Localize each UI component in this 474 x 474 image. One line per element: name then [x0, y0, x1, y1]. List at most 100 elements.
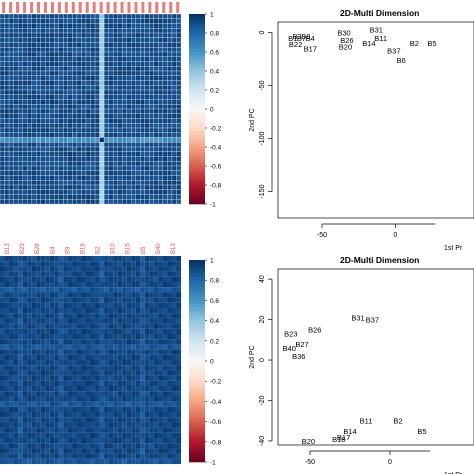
heatmap-cell — [108, 151, 114, 157]
x-tick-label: -50 — [305, 459, 315, 466]
heatmap-cell — [108, 66, 114, 72]
heatmap-cell — [162, 360, 168, 366]
heatmap-cell — [149, 443, 154, 449]
heatmap-cell — [85, 401, 91, 407]
heatmap-cell — [140, 256, 145, 262]
heatmap-cell — [131, 118, 136, 124]
heatmap-cell — [113, 412, 118, 418]
heatmap-cell — [76, 32, 82, 38]
heatmap-column-label-stub — [134, 2, 138, 13]
heatmap-cell — [171, 23, 177, 29]
heatmap-cell — [94, 108, 100, 114]
heatmap-cell — [167, 108, 173, 114]
heatmap-cell — [144, 142, 150, 148]
heatmap-cell — [4, 438, 10, 444]
heatmap-cell — [45, 70, 50, 76]
heatmap-cell — [18, 349, 23, 355]
heatmap-cell — [162, 156, 168, 162]
heatmap-cell — [158, 66, 164, 72]
heatmap-cell — [103, 137, 109, 143]
heatmap-cell — [76, 146, 82, 152]
heatmap-cell — [126, 318, 132, 324]
heatmap-cell — [13, 412, 19, 418]
heatmap-cell — [67, 406, 73, 413]
heatmap-cell — [36, 47, 41, 53]
heatmap-cell — [4, 380, 10, 387]
heatmap-cell — [122, 334, 127, 340]
heatmap-cell — [45, 94, 50, 100]
heatmap-cell — [81, 318, 87, 324]
heatmap-cell — [40, 127, 46, 133]
heatmap-cell — [63, 47, 69, 53]
colorbar-segment — [189, 411, 205, 416]
heatmap-cell — [140, 417, 145, 423]
heatmap-cell — [0, 302, 5, 309]
heatmap-cell — [27, 339, 32, 345]
colorbar-segment — [189, 128, 205, 132]
heatmap-cell — [58, 287, 64, 293]
heatmap-cell — [162, 89, 168, 95]
heatmap-cell — [76, 365, 82, 371]
heatmap-cell — [63, 142, 69, 148]
heatmap-cell — [171, 127, 177, 133]
heatmap-cell — [158, 170, 164, 176]
heatmap-cell — [108, 427, 114, 433]
heatmap-cell — [76, 151, 82, 157]
colorbar-segment — [189, 26, 205, 31]
heatmap-cell — [94, 66, 100, 72]
heatmap-cell — [81, 18, 87, 24]
heatmap-cell — [95, 313, 100, 319]
heatmap-cell — [90, 438, 96, 444]
heatmap-cell — [67, 127, 73, 133]
heatmap-cell — [126, 51, 132, 57]
heatmap-cell — [13, 161, 19, 167]
heatmap-cell — [17, 108, 23, 114]
heatmap-column-label: B4 — [50, 246, 56, 254]
heatmap-cell — [63, 406, 68, 413]
heatmap-cell — [67, 354, 73, 361]
heatmap-cell — [13, 313, 19, 319]
heatmap-cell — [58, 165, 64, 171]
heatmap-cell — [72, 344, 77, 350]
colorbar-segment — [189, 327, 205, 331]
heatmap-cell — [153, 323, 159, 329]
heatmap-cell — [167, 142, 173, 148]
heatmap-cell — [18, 339, 23, 345]
heatmap-cell — [81, 194, 87, 200]
heatmap-cell — [131, 56, 136, 62]
heatmap-cell — [112, 80, 118, 86]
heatmap-cell — [85, 56, 91, 62]
heatmap-cell — [36, 313, 41, 319]
heatmap-cell — [158, 297, 163, 303]
heatmap-cell — [13, 287, 19, 293]
heatmap-cell — [153, 23, 159, 29]
heatmap-cell — [112, 156, 118, 162]
heatmap-cell — [117, 142, 123, 148]
heatmap-cell — [67, 123, 73, 129]
heatmap-cell — [76, 323, 82, 329]
heatmap-cell — [103, 113, 109, 119]
heatmap-cell — [117, 42, 123, 48]
heatmap-cell — [4, 28, 10, 34]
heatmap-cell — [122, 151, 127, 157]
heatmap-cell — [54, 175, 60, 181]
heatmap-cell — [36, 199, 41, 205]
colorbar-tick-label: 0 — [210, 107, 214, 114]
heatmap-column-label-stub — [176, 2, 180, 13]
heatmap-cell — [40, 189, 46, 195]
heatmap-cell — [36, 32, 41, 38]
heatmap-cell — [67, 375, 73, 381]
heatmap-cell — [90, 323, 96, 329]
colorbar-segment — [189, 67, 205, 72]
heatmap-cell — [81, 161, 87, 167]
heatmap-cell — [158, 292, 163, 298]
heatmap-cell — [131, 292, 136, 298]
heatmap-cell — [4, 334, 10, 340]
heatmap-cell — [13, 194, 19, 200]
heatmap-cell — [13, 42, 19, 48]
heatmap-cell — [176, 56, 182, 62]
heatmap-cell — [67, 438, 73, 444]
heatmap-cell — [135, 396, 141, 402]
heatmap-cell — [153, 132, 159, 138]
